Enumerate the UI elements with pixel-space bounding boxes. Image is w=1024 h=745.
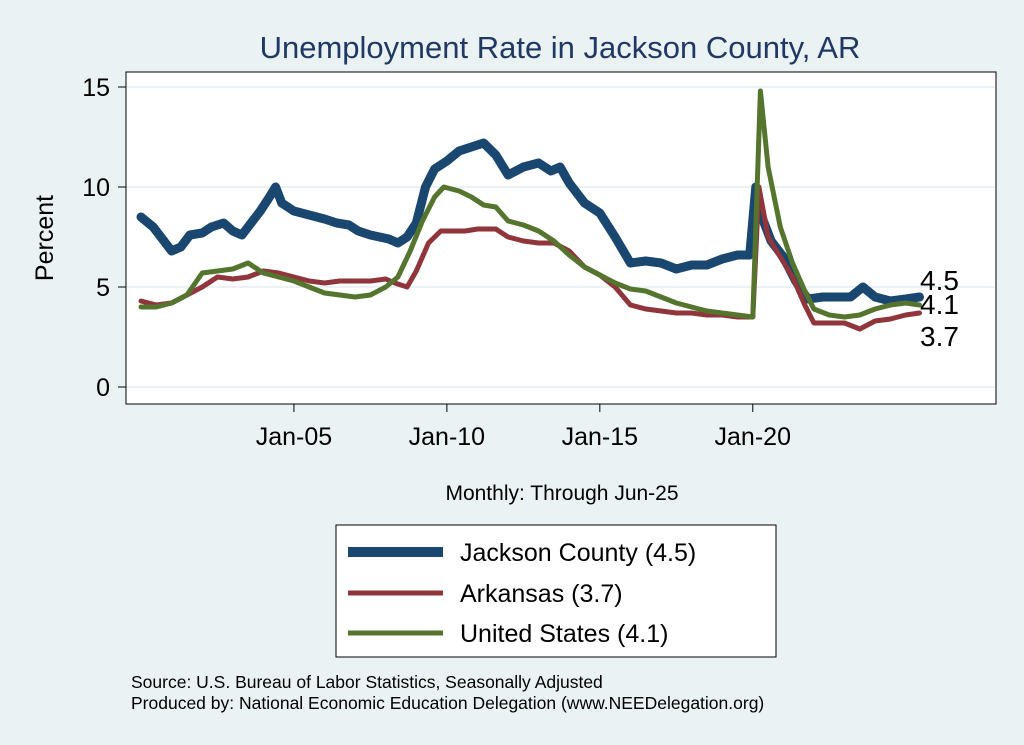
- chart-title: Unemployment Rate in Jackson County, AR: [260, 30, 861, 65]
- x-axis: Jan-05 Jan-10 Jan-15 Jan-20: [256, 404, 791, 451]
- x-tick-label: Jan-15: [562, 423, 638, 451]
- end-label-arkansas: 3.7: [920, 321, 959, 352]
- end-label-jackson: 4.5: [920, 265, 959, 296]
- series-lines: [136, 88, 924, 332]
- series-line-arkansas: [138, 184, 922, 332]
- legend-label-arkansas: Arkansas (3.7): [460, 580, 623, 608]
- y-axis-title: Percent: [31, 195, 59, 281]
- x-axis-title: Monthly: Through Jun-25: [445, 482, 678, 505]
- y-tick-label: 5: [96, 274, 110, 302]
- y-axis: 0 5 10 15: [82, 74, 995, 402]
- legend: Jackson County (4.5) Arkansas (3.7) Unit…: [335, 524, 777, 658]
- y-tick-label: 10: [82, 174, 110, 202]
- x-tick-label: Jan-10: [409, 423, 485, 451]
- series-line-us: [138, 88, 922, 320]
- source-note: Source: U.S. Bureau of Labor Statistics,…: [131, 672, 603, 692]
- x-tick-label: Jan-20: [715, 423, 791, 451]
- y-tick-label: 0: [96, 374, 110, 402]
- producer-note: Produced by: National Economic Education…: [131, 693, 764, 713]
- legend-label-us: United States (4.1): [460, 620, 668, 648]
- legend-label-jackson: Jackson County (4.5): [460, 539, 696, 567]
- plot-area: [125, 71, 997, 405]
- x-tick-label: Jan-05: [256, 423, 332, 451]
- y-tick-label: 15: [82, 74, 110, 102]
- end-label-us: 4.1: [920, 289, 959, 320]
